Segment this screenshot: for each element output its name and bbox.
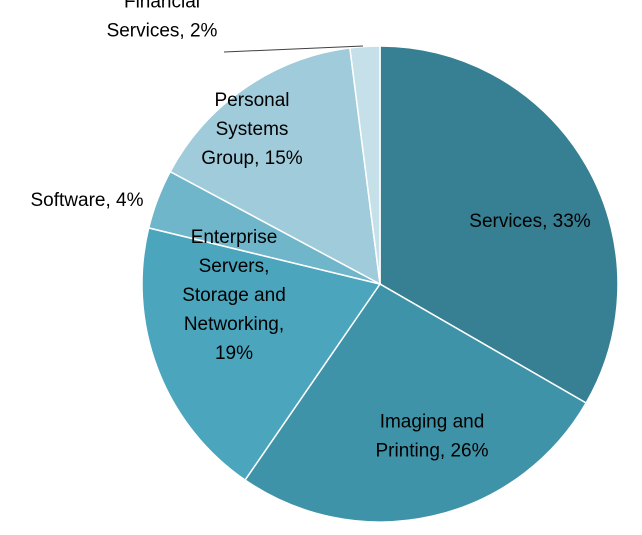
slice-label-line: Networking, [184,314,284,335]
slice-label-5: Financial Services, 2% [107,0,218,42]
pie-slice-5 [349,45,381,285]
slice-label-line: Imaging and [380,412,485,433]
pie-slices [141,45,619,523]
slice-label-line: Services, 33% [469,211,591,232]
slice-label-4: Personal Systems Group, 15% [201,90,302,169]
slice-label-line: 19% [215,343,253,364]
slice-label-line: Enterprise [191,227,278,248]
slice-label-3: Software, 4% [31,190,144,211]
slice-label-0: Services, 33% [469,211,591,232]
slice-label-line: Financial [124,0,200,13]
slice-label-line: Software, 4% [31,190,144,211]
slice-label-line: Printing, 26% [375,441,488,462]
slice-label-line: Servers, [199,256,270,277]
slice-label-line: Services, 2% [107,21,218,42]
slice-label-line: Storage and [182,285,286,306]
slice-label-line: Systems [216,119,289,140]
pie-slice-2 [141,226,382,482]
leader-line-5 [223,45,364,53]
pie-slice-0 [379,45,619,405]
pie-slice-4 [169,47,381,286]
slice-labels: Services, 33% Imaging and Printing, 26% Ent… [31,0,591,462]
leader-lines [223,45,364,53]
slice-label-1: Imaging and Printing, 26% [375,412,488,462]
slice-label-line: Group, 15% [201,148,302,169]
slice-label-line: Personal [215,90,290,111]
pie-slice-1 [243,283,588,523]
slice-label-2: Enterprise Servers, Storage and Networking,… [182,227,286,364]
